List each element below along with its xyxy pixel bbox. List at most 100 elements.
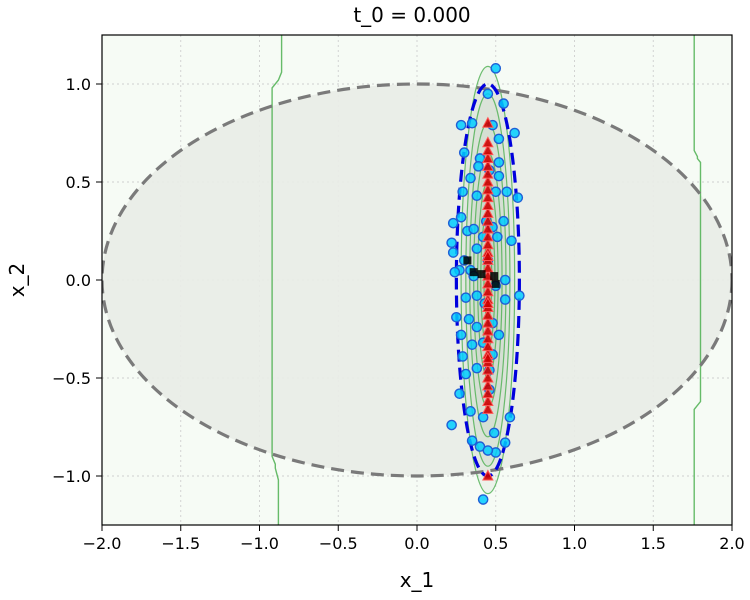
contour-line-right [693, 35, 702, 525]
sample-point [488, 427, 500, 439]
triangle-point [482, 469, 494, 481]
x-tick-label: −2.0 [83, 534, 122, 553]
sample-point [471, 290, 483, 301]
y-tick-label: 1.0 [66, 75, 91, 94]
triangle-point [482, 371, 494, 383]
sample-point [460, 368, 472, 380]
sample-point [465, 406, 476, 417]
sample-point [463, 313, 475, 325]
triangle-point [482, 340, 494, 352]
triangle-point [482, 351, 494, 363]
sample-point [506, 235, 517, 247]
triangle-point [482, 394, 494, 407]
sample-point [499, 274, 511, 286]
triangle-point [482, 183, 494, 195]
square-point [469, 268, 478, 277]
sample-point [458, 147, 470, 158]
triangle-point [482, 230, 494, 242]
y-axis-label: x_2 [5, 263, 29, 298]
triangle-point [482, 206, 494, 218]
contour-line-left [271, 35, 283, 525]
triangle-point [482, 198, 494, 211]
sample-point [466, 117, 478, 129]
triangle-point [482, 261, 494, 273]
triangle-point [482, 277, 494, 289]
sample-point [455, 211, 467, 223]
triangle-point [482, 285, 494, 297]
triangle-point [482, 144, 494, 156]
triangle-point [482, 151, 494, 163]
sample-point [446, 237, 457, 249]
sample-point [455, 119, 467, 131]
triangle-point [482, 191, 494, 203]
x-tick-label: −1.5 [161, 534, 200, 553]
x-tick-label: 2.0 [719, 534, 744, 553]
square-point [491, 279, 500, 288]
sample-point [457, 186, 468, 198]
triangle-point [482, 159, 494, 171]
triangle-point [482, 116, 494, 128]
sample-point [471, 362, 483, 374]
sample-point [466, 435, 478, 447]
sample-point [447, 247, 459, 258]
sample-point [499, 294, 511, 305]
sample-point [514, 290, 525, 301]
sample-point [466, 339, 478, 350]
sample-point [499, 437, 511, 448]
x-axis-label: x_1 [400, 568, 435, 592]
triangle-point [482, 238, 494, 250]
triangle-point [482, 387, 494, 399]
sample-point [492, 231, 503, 243]
triangle-point [482, 324, 494, 336]
sample-point [498, 215, 509, 227]
chart-title: t_0 = 0.000 [353, 3, 470, 27]
sample-point [490, 63, 502, 74]
y-tick-label: 0.5 [66, 173, 91, 192]
sample-point [477, 494, 489, 505]
sample-point [471, 243, 483, 254]
sample-point [509, 127, 520, 139]
sample-point [482, 445, 494, 456]
x-tick-label: −1.0 [240, 534, 279, 553]
sample-point [465, 172, 476, 184]
triangle-point [482, 308, 494, 320]
sample-point [471, 321, 483, 333]
y-tick-label: −0.5 [52, 369, 91, 388]
x-tick-label: 0.5 [483, 534, 508, 553]
triangle-point [482, 222, 494, 234]
sample-point [471, 190, 483, 202]
triangle-point [482, 363, 494, 375]
sample-point [454, 388, 465, 399]
x-tick-label: 1.0 [562, 534, 587, 553]
triangle-point [482, 332, 494, 344]
sample-point [493, 157, 505, 168]
triangle-point [482, 316, 494, 328]
sample-point [512, 192, 524, 203]
x-tick-label: 0.0 [404, 534, 429, 553]
sample-point [457, 351, 468, 362]
sample-point [460, 292, 472, 303]
sample-point [447, 217, 459, 229]
triangle-point [482, 249, 494, 261]
square-point [463, 256, 472, 265]
y-tick-label: −1.0 [52, 467, 91, 486]
triangle-point [482, 167, 494, 179]
sample-point [493, 329, 505, 341]
square-point [490, 272, 499, 281]
sample-point [482, 88, 494, 100]
sample-point [468, 223, 480, 235]
sample-point [446, 419, 457, 431]
triangle-point [482, 379, 494, 391]
triangle-point [482, 402, 494, 414]
x-tick-label: −0.5 [319, 534, 358, 553]
sample-point [501, 186, 513, 198]
sample-point [493, 133, 505, 145]
sample-point [473, 161, 484, 172]
sample-point [493, 170, 505, 182]
sample-point [455, 329, 467, 341]
sample-point [477, 411, 489, 423]
y-tick-label: 0.0 [66, 271, 91, 290]
sample-point [490, 186, 502, 198]
triangle-point [482, 136, 494, 148]
